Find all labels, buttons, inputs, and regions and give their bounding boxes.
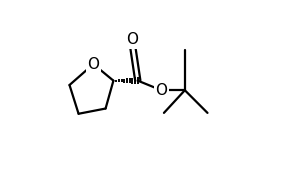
Text: O: O [126, 32, 138, 47]
Text: O: O [87, 57, 99, 72]
Text: O: O [155, 83, 167, 98]
